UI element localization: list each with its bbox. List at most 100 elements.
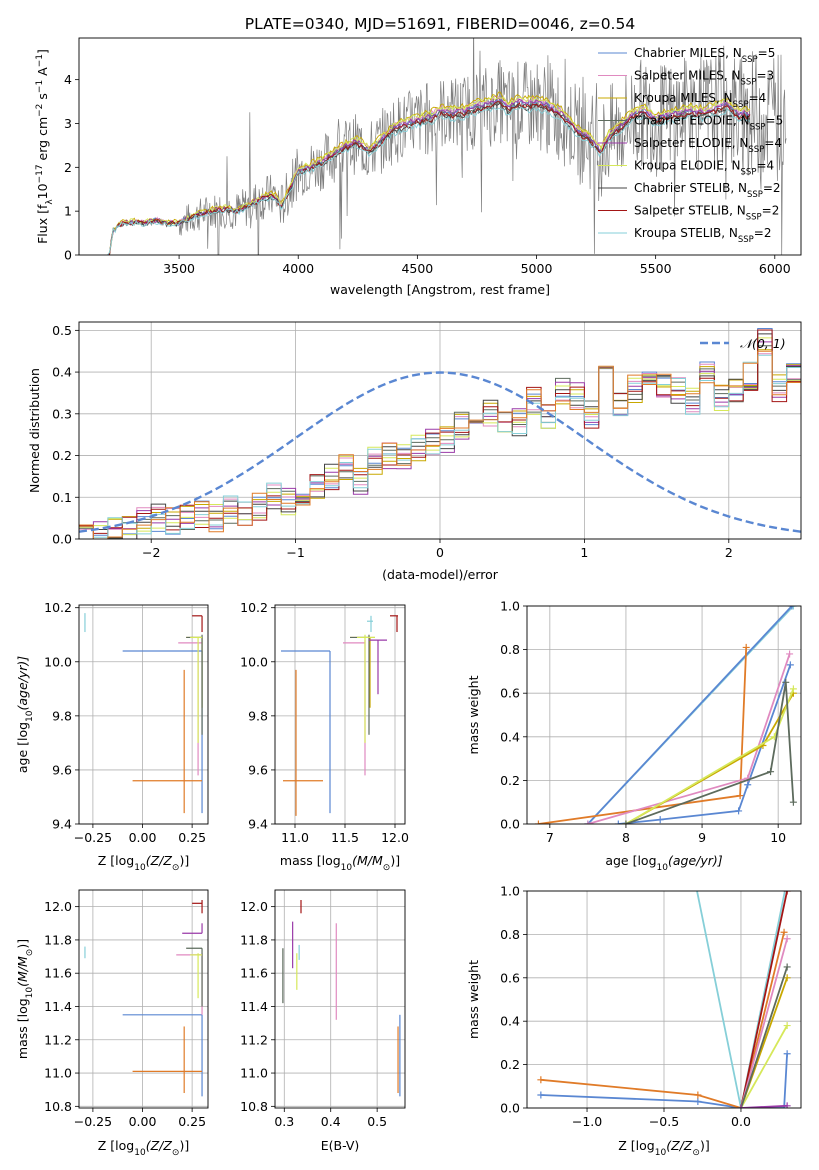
age_vs_z-ytick-label: 10.0 <box>44 654 72 669</box>
weight_vs_z-ytick-label: 0.8 <box>500 927 520 942</box>
mass-vs-z-xlabel-part: (Z/Z <box>146 1138 173 1153</box>
spectrum-xlabel: wavelength [Angstrom, rest frame] <box>330 282 550 297</box>
mass_vs_z-ytick-label: 11.4 <box>44 999 72 1014</box>
legend-label: Salpeter STELIB, NSSP=2 <box>634 204 779 223</box>
spectrum-xtick-label: 5000 <box>521 261 553 276</box>
spectrum-ylabel-part: Flux [f <box>35 204 50 244</box>
age_vs_z-xtick-label: 0.00 <box>129 830 157 845</box>
mass-vs-ebv-xlabel: E(B-V) <box>321 1138 360 1153</box>
weight-line <box>625 682 795 824</box>
weight-marker <box>783 963 791 971</box>
weight-marker <box>656 816 664 824</box>
residual-histogram <box>79 328 801 539</box>
weight-marker <box>782 678 790 686</box>
weight-vs-z-xlabel: Z [log10(Z/Z⊙)] <box>618 1138 709 1158</box>
mass_vs_ebv-xtick-label: 0.3 <box>274 1114 294 1129</box>
spectrum-frame <box>78 37 802 256</box>
gauss-legend-label: 𝒩(0, 1) <box>740 336 786 351</box>
legend-label-main: Salpeter MILES, N <box>634 69 741 83</box>
age_vs_z-xtick-label: 0.25 <box>178 830 206 845</box>
age-vs-z-xlabel-part: )] <box>179 853 189 868</box>
age_vs_mass-xtick-label: 11.0 <box>281 830 309 845</box>
mass-vs-z-ylabel-part: )] <box>15 939 30 949</box>
weight_vs_age-ytick-label: 1.0 <box>500 599 520 614</box>
age-vs-mass-xlabel-part: mass [log <box>280 853 341 868</box>
legend-label: Kroupa MILES, NSSP=4 <box>634 91 766 110</box>
weight-line <box>587 653 791 824</box>
weight-marker <box>767 768 775 776</box>
legend-label: Kroupa STELIB, NSSP=2 <box>634 226 772 245</box>
age-vs-z-xlabel-part: Z [log <box>98 853 134 868</box>
weight-marker <box>786 661 794 669</box>
age_vs_z-frame <box>78 604 209 825</box>
legend-label-main: Salpeter STELIB, N <box>634 204 746 218</box>
spectrum-ylabel-part: A <box>35 67 50 80</box>
age_vs_mass-ytick-label: 10.0 <box>240 654 268 669</box>
weight-marker <box>622 820 630 824</box>
legend-label-end: =5 <box>758 46 776 60</box>
mass-vs-z-xlabel-part: )] <box>179 1138 189 1153</box>
weight_vs_age-ytick-label: 0.8 <box>500 642 520 657</box>
spectrum-ytick-label: 1 <box>64 204 72 219</box>
age-vs-mass-xlabel-part: (M/M <box>352 853 383 868</box>
mass_vs_ebv-ytick-label: 11.8 <box>240 932 268 947</box>
legend-label-main: Kroupa STELIB, N <box>634 226 738 240</box>
legend-label-main: Kroupa ELODIE, N <box>634 159 741 173</box>
mass-vs-z-xlabel-part: 10 <box>134 1148 146 1158</box>
residuals-xtick-label: −2 <box>142 545 160 560</box>
mass_vs_z-ytick-label: 11.6 <box>44 966 72 981</box>
weight_vs_age-ylabel: mass weight <box>466 675 481 754</box>
weight-line <box>696 891 786 1108</box>
mass-vs-z-ylabel-part: (M/M <box>15 956 30 987</box>
weight_vs_z-xtick-label: −0.5 <box>649 1114 679 1129</box>
mass_vs_z-axes: −0.25 0.00 0.25 10.8 11.0 11.2 11.4 11.6 11.8 12.… <box>44 890 208 1129</box>
weight-marker <box>584 820 592 824</box>
weight-marker <box>783 1102 791 1108</box>
weight-vs-age-xlabel-part: age [log <box>605 853 656 868</box>
legend-label-main: Chabrier STELIB, N <box>634 181 747 195</box>
spectrum-ylabel-part: ] <box>35 49 50 54</box>
legend-label-end: =4 <box>749 91 767 105</box>
weight_vs_age-frame <box>526 605 802 825</box>
weight-marker <box>784 877 791 884</box>
mass_vs_z-ytick-label: 12.0 <box>44 899 72 914</box>
weight-vs-z-xlabel-part: )] <box>700 1138 710 1153</box>
age-vs-z-ylabel-part: (age/yr)] <box>15 656 30 711</box>
weight_vs_z-frame <box>526 890 802 1109</box>
legend-label-end: =5 <box>766 114 784 128</box>
weight-marker <box>736 792 744 800</box>
residual-histogram <box>79 341 801 539</box>
spectrum-xtick-label: 3500 <box>163 261 195 276</box>
gaussian-curve <box>79 371 801 533</box>
mass_vs_z-ytick-label: 11.2 <box>44 1032 72 1047</box>
age_vs_mass-ytick-label: 9.6 <box>248 762 268 777</box>
weight_vs_age-xtick-label: 8 <box>622 830 630 845</box>
weight-vs-z-xlabel-part: ⊙ <box>692 1148 700 1158</box>
legend-label-sub: SSP <box>733 100 749 110</box>
weight_vs_age-xtick-label: 9 <box>698 830 706 845</box>
residuals-ytick-label: 0.4 <box>52 365 72 380</box>
mass-vs-z-ylabel-part: ⊙ <box>25 949 35 957</box>
weight-line <box>587 606 793 824</box>
weight_vs_age-ytick-label: 0.2 <box>500 773 520 788</box>
age-vs-mass-xlabel-part: )] <box>390 853 400 868</box>
age-vs-z-xlabel: Z [log10(Z/Z⊙)] <box>98 853 189 873</box>
residuals-ytick-label: 0.5 <box>52 323 72 338</box>
mass_vs_ebv-ytick-label: 12.0 <box>240 899 268 914</box>
legend-label: Salpeter ELODIE, NSSP=4 <box>634 136 782 155</box>
residuals-xtick-label: 1 <box>580 545 588 560</box>
residuals-ytick-label: 0.0 <box>52 532 72 547</box>
weight-marker <box>735 807 743 815</box>
spectrum-ylabel-part: λ <box>45 199 55 205</box>
weight-marker <box>694 1097 702 1105</box>
spectrum-ylabel-part: erg cm <box>35 117 50 165</box>
age_vs_z-points <box>84 613 203 814</box>
legend-label-sub: SSP <box>738 235 754 245</box>
weight-marker <box>783 1050 791 1058</box>
spectrum-ylabel-part: −1 <box>35 80 45 93</box>
legend-label-sub: SSP <box>741 78 757 88</box>
mass_vs_z-xtick-label: −0.25 <box>74 1114 112 1129</box>
weight-line <box>625 692 795 824</box>
mass_vs_z-points <box>84 899 203 1097</box>
